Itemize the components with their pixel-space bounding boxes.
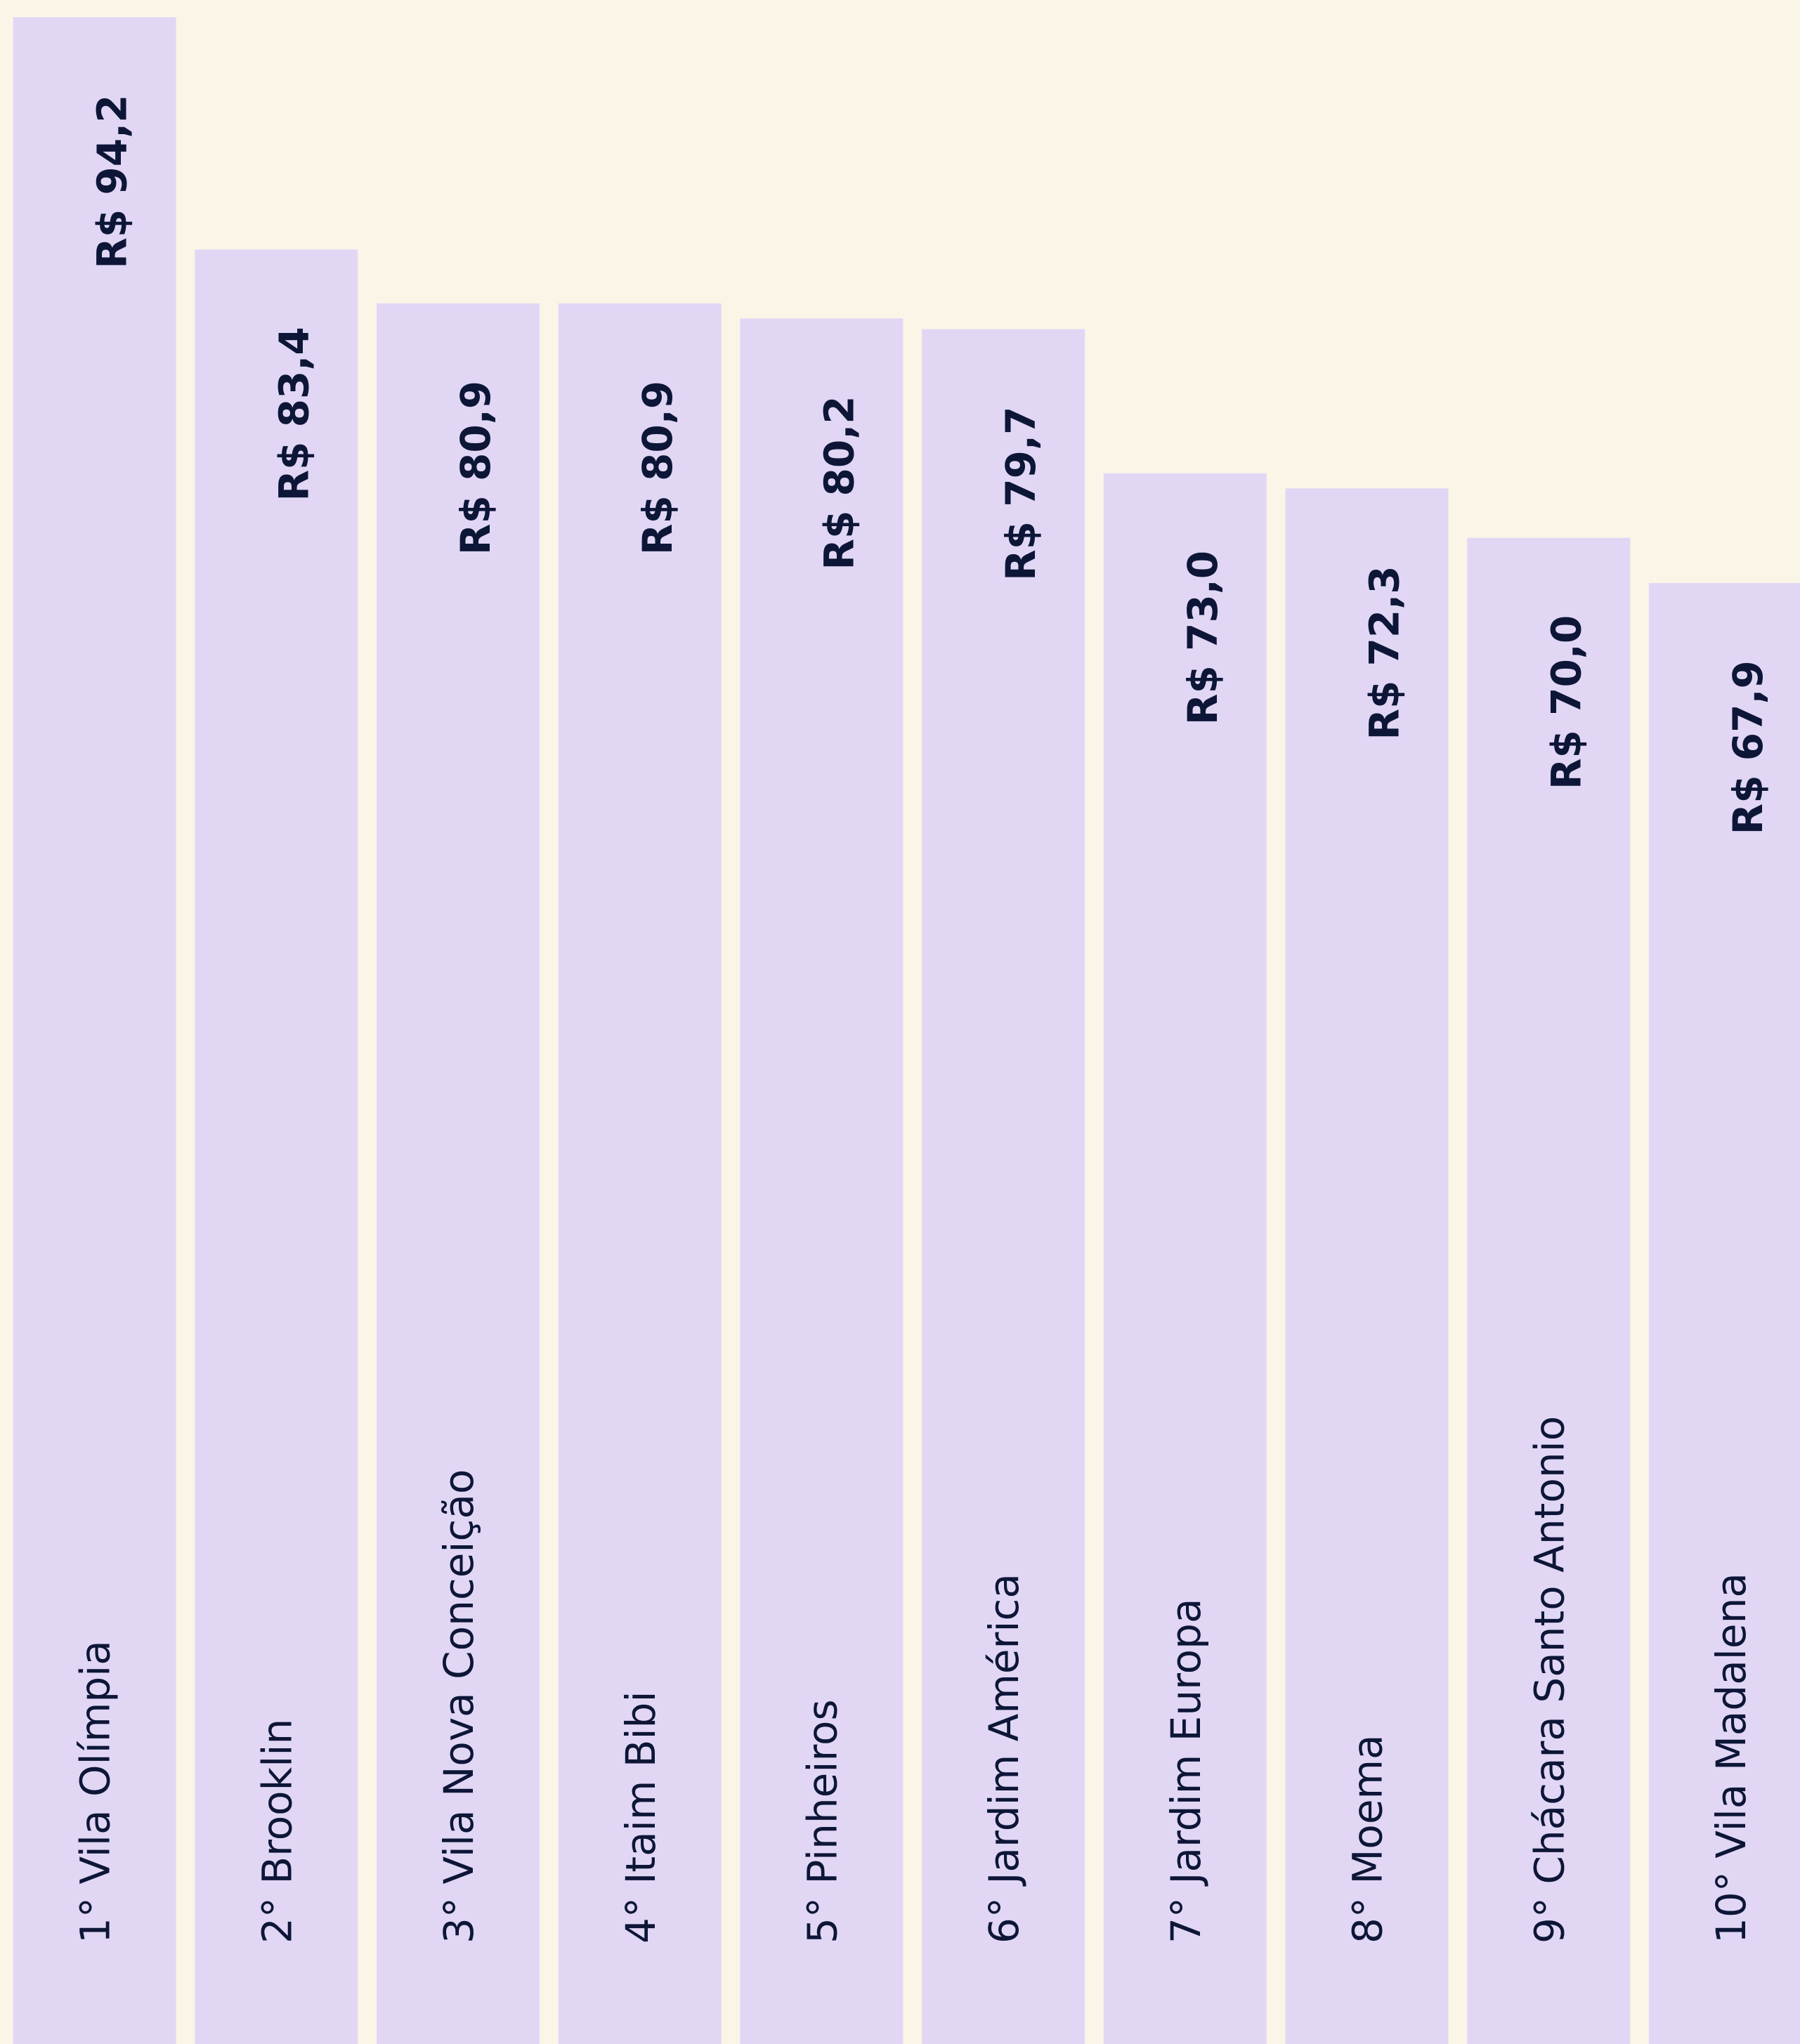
bar bbox=[1648, 583, 1800, 2044]
value-label: R$ 67,9 bbox=[1724, 660, 1772, 834]
category-label: 6° Jardim América bbox=[980, 1573, 1028, 1944]
category-label: 1° Vila Olímpia bbox=[72, 1640, 119, 1944]
category-label: 7° Jardim Europa bbox=[1162, 1599, 1210, 1944]
bar bbox=[922, 329, 1085, 2044]
value-label: R$ 73,0 bbox=[1179, 551, 1227, 725]
bar bbox=[195, 249, 358, 2044]
category-label: 3° Vila Nova Conceição bbox=[435, 1469, 483, 1944]
value-label: R$ 94,2 bbox=[89, 95, 136, 269]
category-label: 10° Vila Madalena bbox=[1707, 1573, 1755, 1944]
value-label: R$ 70,0 bbox=[1542, 615, 1590, 790]
bar bbox=[377, 303, 540, 2044]
bar bbox=[13, 17, 176, 2044]
value-label: R$ 79,7 bbox=[997, 407, 1045, 581]
category-label: 4° Itaim Bibi bbox=[617, 1691, 665, 1944]
category-label: 8° Moema bbox=[1344, 1734, 1392, 1944]
category-label: 5° Pinheiros bbox=[799, 1699, 847, 1944]
value-label: R$ 80,2 bbox=[816, 395, 863, 570]
bar bbox=[740, 318, 904, 2044]
value-label: R$ 83,4 bbox=[270, 327, 318, 501]
bar bbox=[1285, 488, 1449, 2044]
category-label: 2° Brooklin bbox=[253, 1719, 301, 1944]
value-label: R$ 80,9 bbox=[634, 381, 681, 555]
bar bbox=[1103, 473, 1267, 2044]
value-label: R$ 72,3 bbox=[1361, 565, 1409, 740]
category-label: 9° Chácara Santo Antonio bbox=[1525, 1416, 1573, 1944]
bar bbox=[1467, 537, 1631, 2044]
value-label: R$ 80,9 bbox=[452, 381, 500, 555]
bar bbox=[558, 303, 722, 2044]
